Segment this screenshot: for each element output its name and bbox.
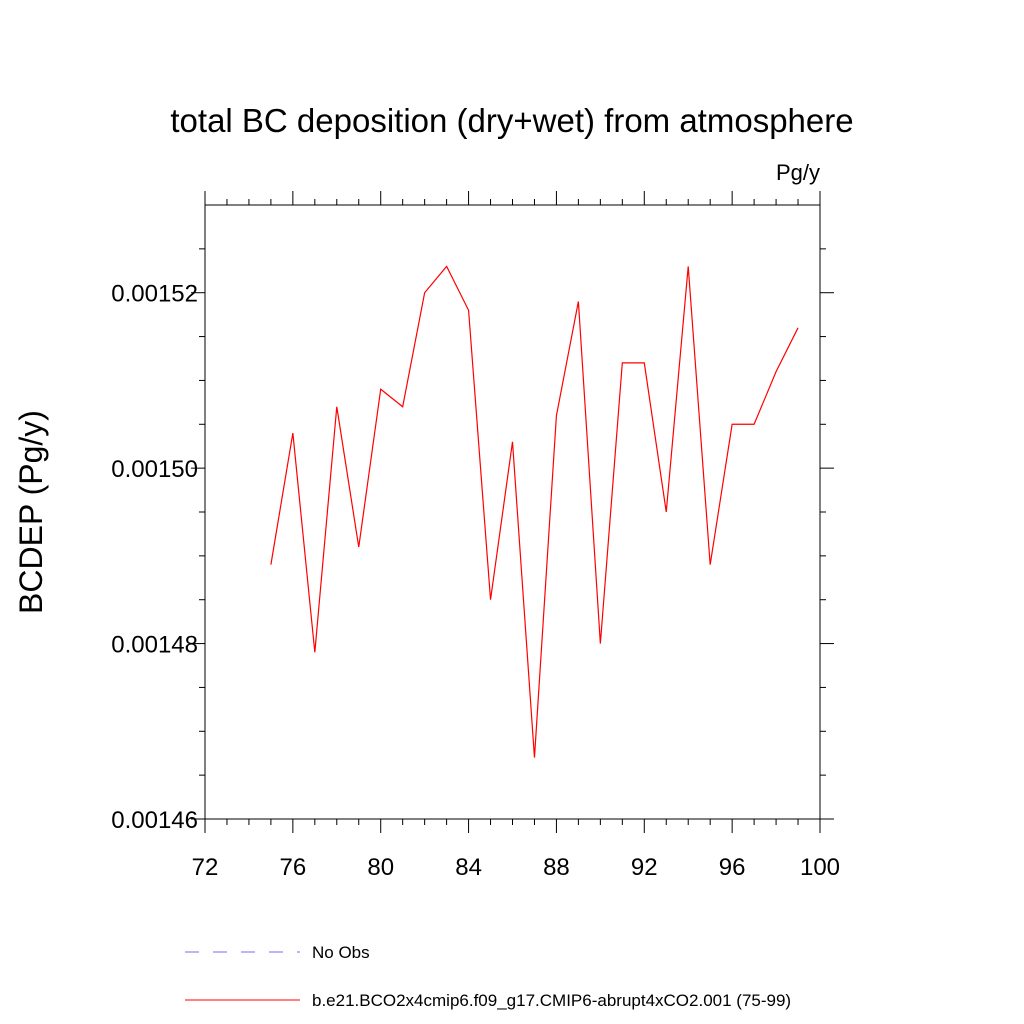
x-tick-label: 100 xyxy=(800,854,840,881)
series-group xyxy=(270,265,799,758)
x-tick-label: 80 xyxy=(367,854,394,881)
y-tick-label: 0.00152 xyxy=(111,281,198,308)
plot-frame xyxy=(204,204,821,820)
legend: No Obs b.e21.BCO2x4cmip6.f09_g17.CMIP6-a… xyxy=(185,943,791,1010)
chart-title: total BC deposition (dry+wet) from atmos… xyxy=(170,102,853,139)
x-tick-labels: 72 76 80 84 88 92 96 100 xyxy=(192,854,840,881)
x-tick-label: 72 xyxy=(192,854,219,881)
x-tick-label: 84 xyxy=(455,854,482,881)
x-tick-label: 76 xyxy=(280,854,307,881)
y-tick-label: 0.00146 xyxy=(111,807,198,834)
units-label: Pg/y xyxy=(776,160,820,185)
x-tick-label: 96 xyxy=(719,854,746,881)
legend-label-model: b.e21.BCO2x4cmip6.f09_g17.CMIP6-abrupt4x… xyxy=(312,991,791,1010)
y-tick-labels: 0.00146 0.00148 0.00150 0.00152 xyxy=(111,281,198,834)
y-axis-label: BCDEP (Pg/y) xyxy=(13,410,49,614)
y-tick-label: 0.00148 xyxy=(111,632,198,659)
y-tick-label: 0.00150 xyxy=(111,456,198,483)
series-line xyxy=(270,265,799,758)
x-tick-label: 92 xyxy=(631,854,658,881)
axis-ticks xyxy=(191,191,834,833)
x-tick-label: 88 xyxy=(543,854,570,881)
legend-label-no-obs: No Obs xyxy=(312,943,370,962)
